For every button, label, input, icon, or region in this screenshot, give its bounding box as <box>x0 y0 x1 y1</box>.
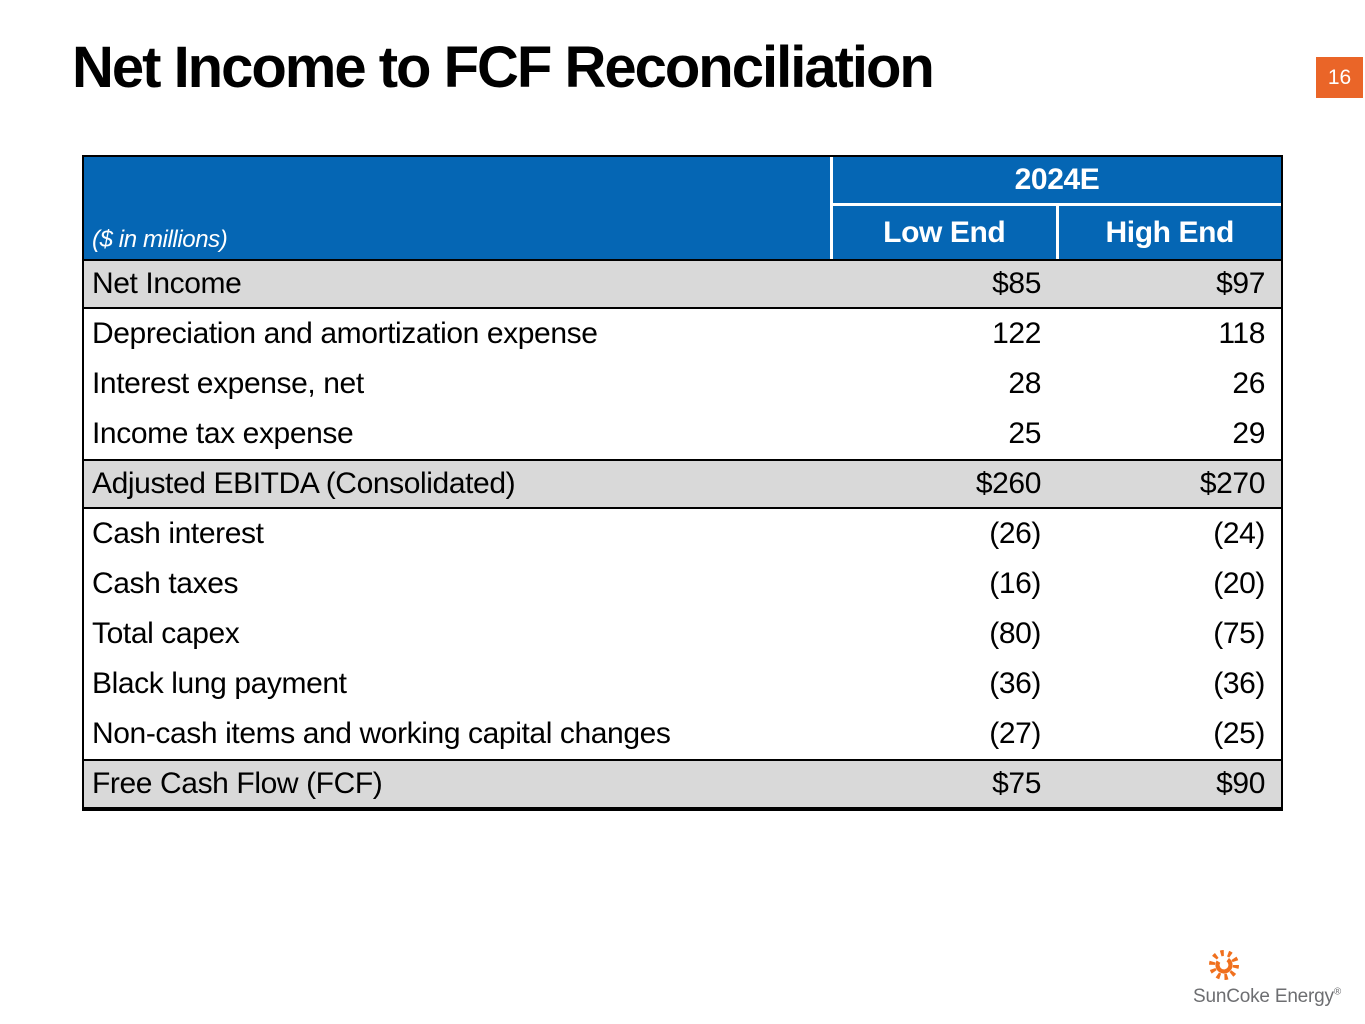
table-row: Black lung payment (36) (36) <box>84 659 1281 709</box>
logo-wordmark: SunCoke Energy <box>1193 986 1334 1007</box>
registered-mark: ® <box>1333 986 1342 998</box>
row-high-value: (24) <box>1213 517 1265 550</box>
row-label: Interest expense, net <box>92 367 364 400</box>
table-row: Interest expense, net 28 26 <box>84 359 1281 409</box>
row-label: Free Cash Flow (FCF) <box>92 767 383 800</box>
table-row: Free Cash Flow (FCF) $75 $90 <box>84 759 1281 809</box>
row-low-value: $260 <box>975 467 1042 500</box>
table-row: Income tax expense 25 29 <box>84 409 1281 459</box>
row-low-value: (36) <box>989 667 1041 700</box>
col-header-low-end: Low End <box>883 215 1006 249</box>
row-low-value: $85 <box>992 267 1041 300</box>
sun-icon <box>1206 948 1353 986</box>
row-high-value: (75) <box>1213 617 1265 650</box>
row-low-value: 25 <box>1008 417 1041 450</box>
row-high-value: (36) <box>1213 667 1265 700</box>
row-high-value: $97 <box>1216 267 1265 300</box>
table-row: Cash interest (26) (24) <box>84 509 1281 559</box>
row-label: Income tax expense <box>92 417 354 450</box>
table-body: Net Income $85 $97 Depreciation and amor… <box>84 259 1281 809</box>
row-high-value: 26 <box>1232 367 1265 400</box>
row-low-value: 28 <box>1008 367 1041 400</box>
unit-label: ($ in millions) <box>92 226 228 253</box>
row-high-value: $270 <box>1199 467 1266 500</box>
row-low-value: 122 <box>992 317 1041 350</box>
logo-text: SunCoke Energy® <box>1193 986 1353 1008</box>
row-label: Non-cash items and working capital chang… <box>92 717 671 750</box>
page-number-badge: 16 <box>1316 57 1363 98</box>
row-low-value: (27) <box>989 717 1041 750</box>
row-label: Net Income <box>92 267 242 300</box>
slide-title: Net Income to FCF Reconciliation <box>72 35 935 100</box>
table-header: ($ in millions) 2024E Low End High End <box>84 157 1281 259</box>
row-label: Cash interest <box>92 517 264 550</box>
table-row: Adjusted EBITDA (Consolidated) $260 $270 <box>84 459 1281 509</box>
table-header-year-group: 2024E Low End High End <box>830 157 1281 259</box>
company-logo: SunCoke Energy® <box>1193 948 1353 1008</box>
row-label: Total capex <box>92 617 240 650</box>
row-label: Black lung payment <box>92 667 347 700</box>
row-low-value: $75 <box>992 767 1041 800</box>
table-row: Cash taxes (16) (20) <box>84 559 1281 609</box>
row-high-value: (25) <box>1213 717 1265 750</box>
row-low-value: (80) <box>989 617 1041 650</box>
row-low-value: (26) <box>989 517 1041 550</box>
table-row: Net Income $85 $97 <box>84 259 1281 309</box>
col-header-high-end: High End <box>1055 206 1282 259</box>
table-header-label-cell: ($ in millions) <box>84 157 830 259</box>
row-label: Adjusted EBITDA (Consolidated) <box>92 467 516 500</box>
row-high-value: 29 <box>1232 417 1265 450</box>
row-high-value: 118 <box>1218 317 1265 350</box>
table-row: Depreciation and amortization expense 12… <box>84 309 1281 359</box>
row-low-value: (16) <box>989 567 1041 600</box>
year-header: 2024E <box>833 157 1281 206</box>
column-headers: Low End High End <box>833 206 1281 259</box>
table-row: Non-cash items and working capital chang… <box>84 709 1281 759</box>
row-label: Cash taxes <box>92 567 239 600</box>
row-label: Depreciation and amortization expense <box>92 317 598 350</box>
row-high-value: (20) <box>1213 567 1265 600</box>
table-row: Total capex (80) (75) <box>84 609 1281 659</box>
reconciliation-table: ($ in millions) 2024E Low End High End N… <box>82 155 1283 811</box>
row-high-value: $90 <box>1216 767 1265 800</box>
